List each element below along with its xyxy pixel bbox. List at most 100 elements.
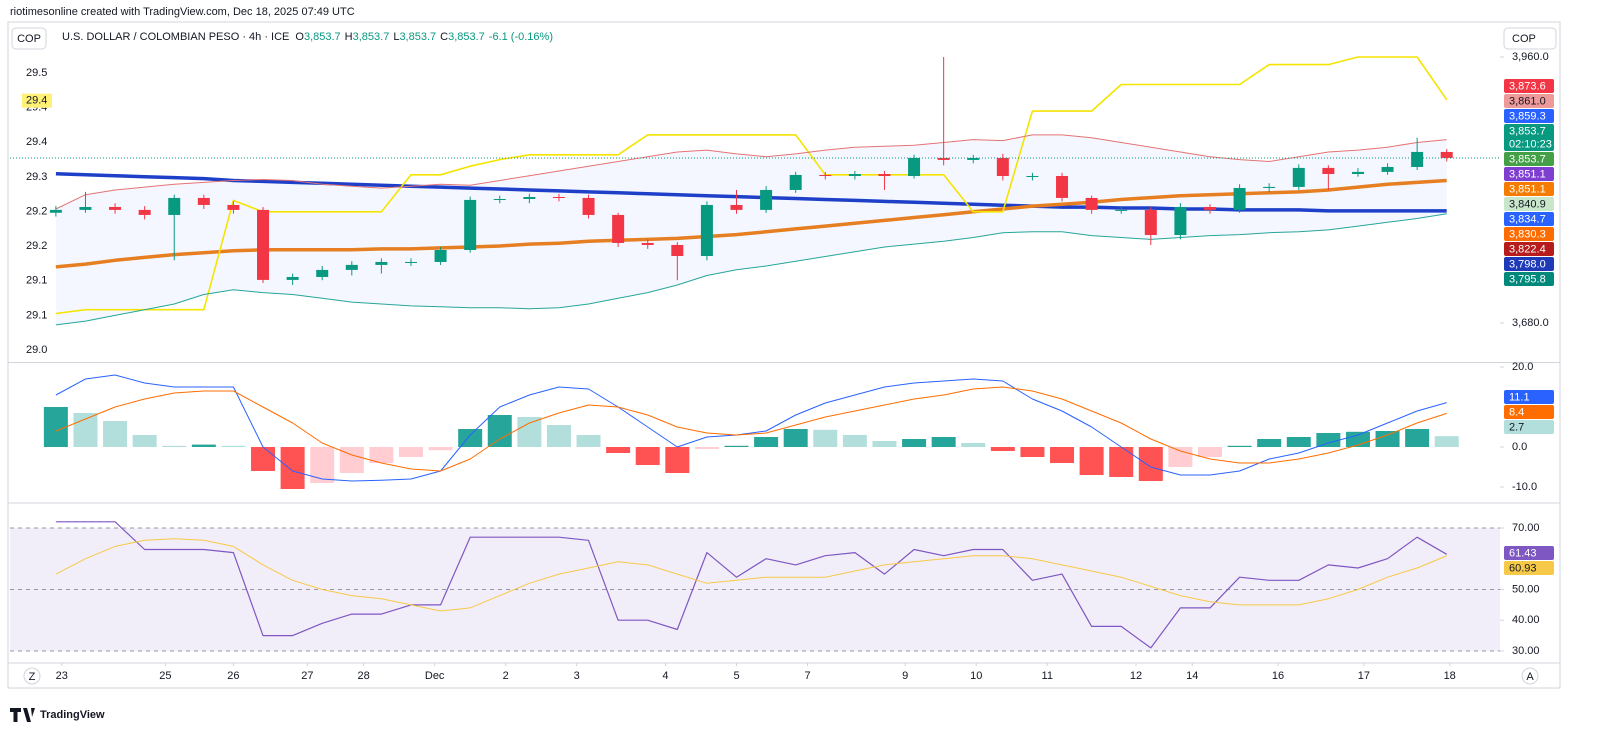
left-tick-label: 29.1: [26, 275, 47, 287]
y-tick-label: 50.00: [1512, 583, 1540, 595]
currency-box[interactable]: [1503, 27, 1557, 50]
y-tick-label: 20.0: [1512, 361, 1533, 373]
candle-body: [967, 157, 980, 160]
candle-body: [1233, 187, 1246, 210]
price-badge-label: 3,861.0: [1509, 95, 1546, 107]
price-badge-label: 3,853.7: [1509, 153, 1546, 165]
price-badge-label: 60.93: [1509, 562, 1537, 574]
candle-body: [908, 157, 921, 176]
price-badge-label: 8.4: [1509, 406, 1524, 418]
candle-body: [493, 198, 506, 200]
candle-body: [168, 197, 181, 215]
price-badge: [1504, 227, 1554, 241]
candle-body: [375, 261, 388, 265]
left-tick-label: 29.2: [26, 240, 47, 252]
left-marker-label: 29.4: [26, 95, 47, 107]
x-tick-label: 27: [301, 670, 313, 682]
histogram-bar: [369, 447, 394, 463]
price-badge-label: 3,834.7: [1509, 213, 1546, 225]
y-tick-label: 70.00: [1512, 522, 1540, 534]
left-tick-label: 29.5: [26, 67, 47, 79]
price-badge-label: 3,830.3: [1509, 228, 1546, 240]
ohlc-value: 3,853.7: [304, 31, 341, 43]
left-tick-label: 29.1: [26, 309, 47, 321]
candle-body: [404, 261, 417, 263]
symbol-box[interactable]: [11, 27, 47, 50]
candle-body: [1056, 175, 1069, 198]
candle-body: [819, 174, 832, 176]
x-tick-label: 12: [1130, 670, 1142, 682]
ohlc-key: O: [295, 31, 304, 43]
y-tick-label: 3,680.0: [1512, 317, 1549, 329]
candle-body: [1292, 167, 1305, 187]
histogram-bar: [251, 447, 276, 471]
z-button[interactable]: [23, 667, 41, 685]
price-badge-label: 3,873.6: [1509, 80, 1546, 92]
overlay-line: [55, 213, 1447, 326]
price-badge-label: 3,798.0: [1509, 258, 1546, 270]
x-tick-label: 18: [1444, 670, 1456, 682]
candle-body: [1263, 186, 1276, 188]
candle-body: [227, 204, 240, 210]
x-tick-label: 26: [227, 670, 239, 682]
price-badge: [1504, 197, 1554, 211]
price-badge: [1504, 561, 1554, 575]
left-tick-label: 29.3: [26, 171, 47, 183]
legend: U.S. DOLLAR / COLOMBIAN PESO · 4h · ICE O…: [62, 31, 553, 43]
a-button[interactable]: [1521, 667, 1539, 685]
histogram-bar: [103, 421, 128, 447]
price-badge-label: 3,851.1: [1509, 168, 1546, 180]
ohlc-key: C: [440, 31, 448, 43]
histogram-bar: [990, 447, 1015, 451]
histogram-bar: [842, 435, 867, 447]
brand-logo: [10, 708, 35, 722]
overlay-line: [55, 56, 1448, 315]
x-tick-label: 16: [1272, 670, 1284, 682]
candle-body: [671, 244, 684, 256]
symbol-box-label: COP: [17, 33, 41, 45]
histogram-bar: [73, 413, 98, 447]
x-tick-label: 7: [804, 670, 810, 682]
histogram-bar: [1138, 447, 1163, 481]
rsi-line: [55, 538, 1447, 612]
candle-body: [316, 269, 329, 277]
histogram-bar: [1227, 445, 1252, 447]
candle-body: [79, 206, 92, 210]
candle-body: [138, 209, 151, 215]
histogram-bar: [783, 429, 808, 447]
histogram-bar: [43, 407, 68, 447]
ohlc-value: 3,853.7: [399, 31, 436, 43]
price-badge: [1504, 272, 1554, 286]
currency-box-label: COP: [1512, 33, 1536, 45]
candle-body: [641, 242, 654, 245]
price-badge: [1504, 242, 1554, 256]
left-tick-label: 29.4: [26, 136, 47, 148]
histogram-bar: [1316, 433, 1341, 447]
price-badge: [1504, 390, 1554, 404]
candle-body: [700, 204, 713, 256]
x-tick-label: 17: [1358, 670, 1370, 682]
price-badge-label: 3,795.8: [1509, 273, 1546, 285]
y-tick-label: -10.0: [1512, 481, 1537, 493]
candle-body: [552, 196, 565, 198]
a-button-label: A: [1526, 671, 1534, 683]
ohlc-value: 3,853.7: [448, 31, 485, 43]
candle-body: [523, 196, 536, 199]
price-badge: [1504, 109, 1554, 123]
histogram-bar: [1197, 447, 1222, 457]
credit: riotimesonline created with TradingView.…: [10, 6, 355, 18]
histogram-bar: [1020, 447, 1045, 457]
frame: [7, 21, 1561, 689]
candle-body: [1026, 175, 1039, 177]
histogram-bar: [487, 415, 512, 447]
price-badge: [1504, 405, 1554, 419]
histogram-bar: [1050, 447, 1075, 463]
price-badge-label: 3,840.9: [1509, 198, 1546, 210]
histogram-bar: [191, 444, 216, 447]
histogram-bar: [606, 447, 631, 453]
histogram-bar: [310, 447, 335, 483]
candle-body: [286, 276, 299, 280]
histogram-bar: [162, 445, 187, 447]
price-badge: [1504, 257, 1554, 271]
